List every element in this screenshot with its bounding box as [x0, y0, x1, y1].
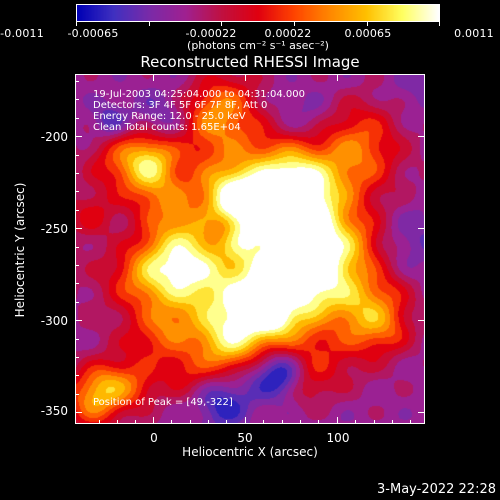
colorbar-tick-label: 0.00065 [344, 27, 392, 40]
plot-frame [75, 74, 425, 424]
y-axis-ticks [76, 81, 424, 413]
x-tick-label: 50 [237, 431, 253, 445]
y-tick-label: -200 [40, 130, 68, 144]
colorbar-tick-mark [221, 22, 222, 26]
colorbar-tick-label: 0.00022 [264, 27, 312, 40]
colorbar-tick-mark [149, 22, 150, 26]
annotation-detectors: Detectors: 3F 4F 5F 6F 7F 8F, Att 0 [93, 100, 268, 111]
annotation-peak-position: Position of Peak = [49,-322] [93, 397, 233, 408]
plot-title: Reconstructed RHESSI Image [140, 53, 360, 71]
colorbar-tick-mark [367, 22, 368, 26]
x-tick-label: 100 [326, 431, 350, 445]
colorbar-tick-mark [439, 22, 440, 26]
y-axis-label: Heliocentric Y (arcsec) [13, 182, 27, 318]
colorbar-tick-label: -0.00022 [185, 27, 237, 40]
x-axis-ticks [99, 75, 411, 423]
rhessi-image [76, 75, 424, 423]
x-tick-label: 0 [150, 431, 158, 445]
colorbar-tick-mark [76, 22, 77, 26]
colorbar-tick-mark [294, 22, 295, 26]
y-tick-label: -250 [40, 222, 68, 236]
colorbar-tick-label: 0.0011 [454, 27, 494, 40]
colorbar-tick-label: -0.0011 [0, 27, 44, 40]
y-tick-label: -300 [40, 314, 68, 328]
annotation-clean-counts: Clean Total counts: 1.65E+04 [93, 122, 241, 133]
x-axis-label: Heliocentric X (arcsec) [182, 445, 318, 459]
annotation-energy-range: Energy Range: 12.0 - 25.0 keV [93, 111, 246, 122]
colorbar-tick-label: -0.00065 [67, 27, 119, 40]
annotation-time-range: 19-Jul-2003 04:25:04.000 to 04:31:04.000 [93, 89, 305, 100]
colorbar-units-label: (photons cm⁻² s⁻¹ asec⁻²) [187, 39, 329, 52]
y-tick-label: -350 [40, 404, 68, 418]
footer-date: 3-May-2022 22:28 [377, 482, 496, 497]
colorbar [76, 4, 440, 22]
